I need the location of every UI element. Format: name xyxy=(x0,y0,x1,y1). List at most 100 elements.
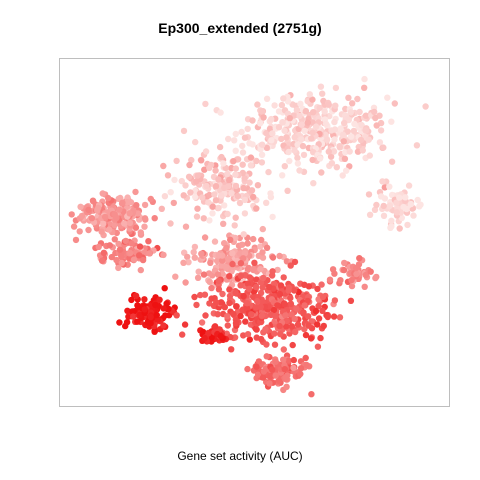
cell-point xyxy=(372,114,379,122)
cell-point xyxy=(254,297,261,305)
cell-point xyxy=(345,116,352,124)
cell-point xyxy=(151,215,158,222)
cell-point xyxy=(202,100,209,108)
cell-point xyxy=(220,160,227,167)
cell-point xyxy=(283,317,290,325)
cell-point xyxy=(348,276,355,284)
cell-point xyxy=(134,318,141,325)
cell-point xyxy=(153,311,160,319)
cell-point xyxy=(214,311,221,318)
cell-point xyxy=(205,330,212,337)
cell-point xyxy=(128,240,135,247)
cell-point xyxy=(266,283,273,291)
cell-point xyxy=(209,203,216,210)
cell-point xyxy=(328,160,336,167)
cell-point xyxy=(414,196,421,204)
cell-point xyxy=(76,228,83,235)
cell-point xyxy=(336,314,344,321)
cell-point xyxy=(167,220,174,227)
cell-point xyxy=(380,202,387,210)
cell-point xyxy=(238,128,245,136)
cell-point xyxy=(276,290,284,298)
points-layer xyxy=(68,75,429,398)
chart-title: Ep300_extended (2751g) xyxy=(158,20,322,36)
cell-point xyxy=(244,331,252,338)
cell-point xyxy=(301,281,308,288)
cell-point xyxy=(290,356,297,364)
cell-point xyxy=(220,220,227,227)
cell-point xyxy=(147,313,154,321)
cell-point xyxy=(173,157,180,165)
cell-point xyxy=(276,252,283,260)
cell-point xyxy=(184,253,191,261)
cell-point xyxy=(244,125,251,133)
cell-point xyxy=(306,91,313,98)
cell-point xyxy=(339,172,346,179)
cell-point xyxy=(228,346,235,353)
cell-point xyxy=(201,234,209,241)
cell-point xyxy=(190,249,197,256)
cell-point xyxy=(305,313,312,320)
cell-point xyxy=(241,210,249,217)
cell-point xyxy=(269,130,276,137)
cell-point xyxy=(366,211,374,218)
cell-point xyxy=(294,154,301,162)
cell-point xyxy=(237,260,245,267)
cell-point xyxy=(417,201,424,208)
cell-point xyxy=(106,242,114,249)
cell-point xyxy=(384,94,391,101)
cell-point xyxy=(331,136,338,143)
cell-point xyxy=(277,282,285,289)
cell-point xyxy=(319,293,327,301)
cell-point xyxy=(349,100,356,107)
cell-point xyxy=(238,241,246,248)
cell-point xyxy=(315,315,323,322)
cell-point xyxy=(288,323,296,330)
cell-point xyxy=(387,224,394,231)
cell-point xyxy=(309,156,316,164)
cell-point xyxy=(195,268,202,275)
cell-point xyxy=(141,306,148,313)
cell-point xyxy=(341,259,348,267)
cell-point xyxy=(309,129,316,136)
cell-point xyxy=(251,259,258,266)
cell-point xyxy=(359,147,366,154)
cell-point xyxy=(279,172,286,179)
cell-point xyxy=(212,167,219,174)
cell-point xyxy=(192,193,199,200)
cell-point xyxy=(283,383,290,390)
cell-point xyxy=(290,364,297,372)
cell-point xyxy=(340,138,347,145)
cell-point xyxy=(128,296,135,304)
cell-point xyxy=(119,199,126,206)
cell-point xyxy=(276,330,284,338)
cell-point xyxy=(391,100,398,107)
cell-point xyxy=(272,372,279,379)
cell-point xyxy=(373,201,380,209)
cell-point xyxy=(246,179,253,186)
cell-point xyxy=(70,223,78,230)
cell-point xyxy=(191,254,198,261)
cell-point xyxy=(212,183,220,190)
cell-point xyxy=(240,255,247,262)
cell-point xyxy=(286,115,293,122)
cell-point xyxy=(180,192,187,199)
cell-point xyxy=(260,274,267,282)
cell-point xyxy=(263,199,270,206)
cell-point xyxy=(171,176,178,184)
cell-point xyxy=(144,319,152,326)
cell-point xyxy=(290,287,298,294)
cell-point xyxy=(239,149,247,156)
cell-point xyxy=(288,311,295,318)
cell-point xyxy=(275,377,283,384)
cell-point xyxy=(193,301,200,309)
cell-point xyxy=(302,354,309,362)
cell-point xyxy=(283,258,291,265)
cell-point xyxy=(380,212,388,219)
cell-point xyxy=(318,281,325,288)
cell-point xyxy=(141,249,148,256)
cell-point xyxy=(121,220,128,227)
cell-point xyxy=(237,312,244,320)
cell-point xyxy=(208,284,215,292)
cell-point xyxy=(279,119,286,126)
